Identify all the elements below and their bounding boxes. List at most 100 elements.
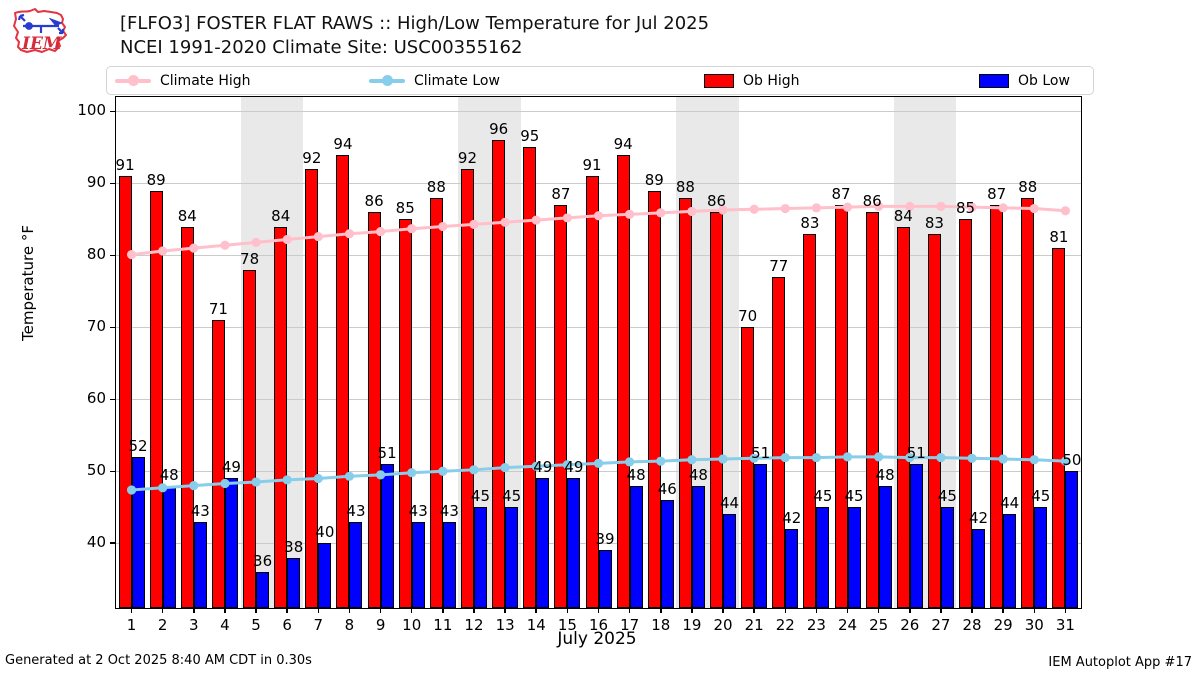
ob-high-value-label: 88	[1018, 177, 1038, 196]
ob-low-value-label: 45	[470, 487, 491, 506]
ob-low-value-label: 51	[751, 444, 771, 463]
y-tick-label: 50	[86, 461, 106, 480]
legend-label: Ob Low	[1018, 72, 1070, 89]
climate-high-marker	[749, 204, 759, 214]
ob-high-value-label: 96	[489, 120, 509, 139]
legend-item-ob-high: Ob High	[704, 67, 800, 94]
x-tick-mark	[597, 608, 600, 613]
ob-low-bar	[629, 485, 643, 608]
x-tick-label: 7	[313, 616, 324, 634]
gridline	[116, 182, 1081, 184]
x-tick-label: 9	[375, 616, 386, 634]
y-tick-label: 70	[86, 317, 106, 336]
x-tick-mark	[1033, 608, 1036, 613]
ob-high-value-label: 94	[333, 134, 353, 153]
ob-high-bar	[429, 197, 443, 608]
ob-high-value-label: 83	[800, 213, 820, 232]
ob-low-bar	[847, 507, 861, 608]
ob-high-value-label: 71	[208, 300, 228, 319]
ob-low-bar	[256, 572, 270, 608]
ob-high-value-label: 86	[862, 192, 882, 211]
y-tick-mark	[110, 542, 116, 544]
ob-high-value-label: 70	[738, 307, 758, 326]
legend-label: Climate Low	[414, 72, 500, 89]
ob-high-bar	[492, 140, 506, 608]
ob-low-value-label: 43	[408, 501, 428, 520]
ob-high-bar	[990, 204, 1004, 608]
ob-high-value-label: 84	[893, 206, 913, 225]
x-tick-label: 26	[900, 616, 920, 634]
weathervane-icon	[17, 13, 65, 35]
ob-low-value-label: 42	[782, 508, 802, 527]
ob-high-swatch-icon	[704, 73, 734, 88]
chart-title: [FLFO3] FOSTER FLAT RAWS :: High/Low Tem…	[120, 13, 710, 34]
x-tick-mark	[193, 608, 195, 613]
x-tick-label: 6	[282, 616, 292, 634]
climate-low-swatch-icon	[369, 75, 405, 86]
ob-high-value-label: 81	[1049, 228, 1069, 247]
ob-low-bar	[473, 507, 487, 608]
ob-low-value-label: 38	[284, 537, 304, 556]
x-tick-mark	[442, 608, 444, 613]
legend-label: Ob High	[743, 72, 800, 89]
ob-low-value-label: 45	[1031, 487, 1051, 506]
x-tick-mark	[753, 608, 755, 613]
ob-high-bar	[585, 176, 599, 608]
gridline	[116, 398, 1081, 400]
ob-low-bar	[411, 521, 425, 608]
ob-high-bar	[243, 269, 257, 608]
x-tick-mark	[255, 608, 257, 613]
ob-high-bar	[1052, 248, 1066, 608]
x-tick-label: 22	[775, 616, 795, 634]
ob-high-value-label: 91	[115, 156, 135, 175]
x-tick-label: 31	[1055, 616, 1075, 634]
ob-high-bar	[460, 168, 474, 608]
ob-low-bar	[1034, 507, 1048, 608]
y-tick-mark	[110, 182, 116, 185]
ob-high-value-label: 85	[395, 199, 415, 218]
ob-low-bar	[785, 528, 799, 608]
ob-low-value-label: 48	[626, 465, 646, 484]
climate-high-marker	[780, 203, 790, 214]
ob-low-value-label: 48	[875, 465, 895, 484]
x-tick-mark	[971, 608, 973, 613]
x-tick-mark	[1064, 608, 1067, 613]
ob-low-value-label: 45	[813, 487, 833, 506]
ob-high-value-label: 88	[426, 177, 446, 196]
legend-item-climate-high: Climate High	[115, 67, 251, 94]
ob-high-bar	[772, 276, 786, 608]
ob-low-bar	[162, 485, 176, 608]
x-axis-label: July 2025	[557, 629, 637, 649]
ob-high-value-label: 84	[177, 206, 197, 225]
ob-high-value-label: 89	[644, 170, 664, 189]
ob-low-value-label: 45	[502, 487, 522, 506]
ob-high-value-label: 86	[706, 192, 727, 211]
ob-high-value-label: 88	[675, 177, 695, 196]
x-tick-mark	[473, 608, 475, 613]
x-tick-label: 10	[402, 616, 422, 634]
ob-low-bar	[442, 521, 456, 608]
ob-low-bar	[878, 485, 892, 608]
y-tick-label: 40	[86, 533, 106, 552]
legend-item-ob-low: Ob Low	[979, 67, 1070, 94]
x-tick-label: 19	[682, 616, 702, 634]
ob-high-value-label: 84	[271, 206, 291, 225]
ob-low-value-label: 49	[533, 458, 553, 477]
y-tick-mark	[110, 470, 116, 472]
ob-high-value-label: 87	[831, 184, 851, 203]
ob-low-value-label: 36	[253, 552, 273, 570]
ob-high-bar	[616, 154, 630, 608]
ob-low-value-label: 49	[564, 458, 584, 477]
ob-low-value-label: 49	[221, 458, 241, 477]
ob-low-bar	[287, 557, 301, 608]
ob-low-value-label: 43	[439, 501, 459, 520]
ob-low-value-label: 50	[1062, 451, 1082, 470]
y-tick-label: 90	[86, 173, 106, 192]
ob-high-value-label: 89	[146, 170, 166, 189]
x-tick-label: 3	[189, 616, 199, 634]
ob-low-bar	[660, 500, 674, 608]
ob-low-value-label: 39	[595, 530, 615, 549]
x-tick-mark	[410, 608, 413, 613]
y-axis-label: Temperature °F	[19, 225, 37, 341]
plot-area: 40 50 60 70 80 90 100 1 2 3 4 5 6 7 8 9 10 11 12 13 14 15 16 17…	[77, 96, 1082, 634]
